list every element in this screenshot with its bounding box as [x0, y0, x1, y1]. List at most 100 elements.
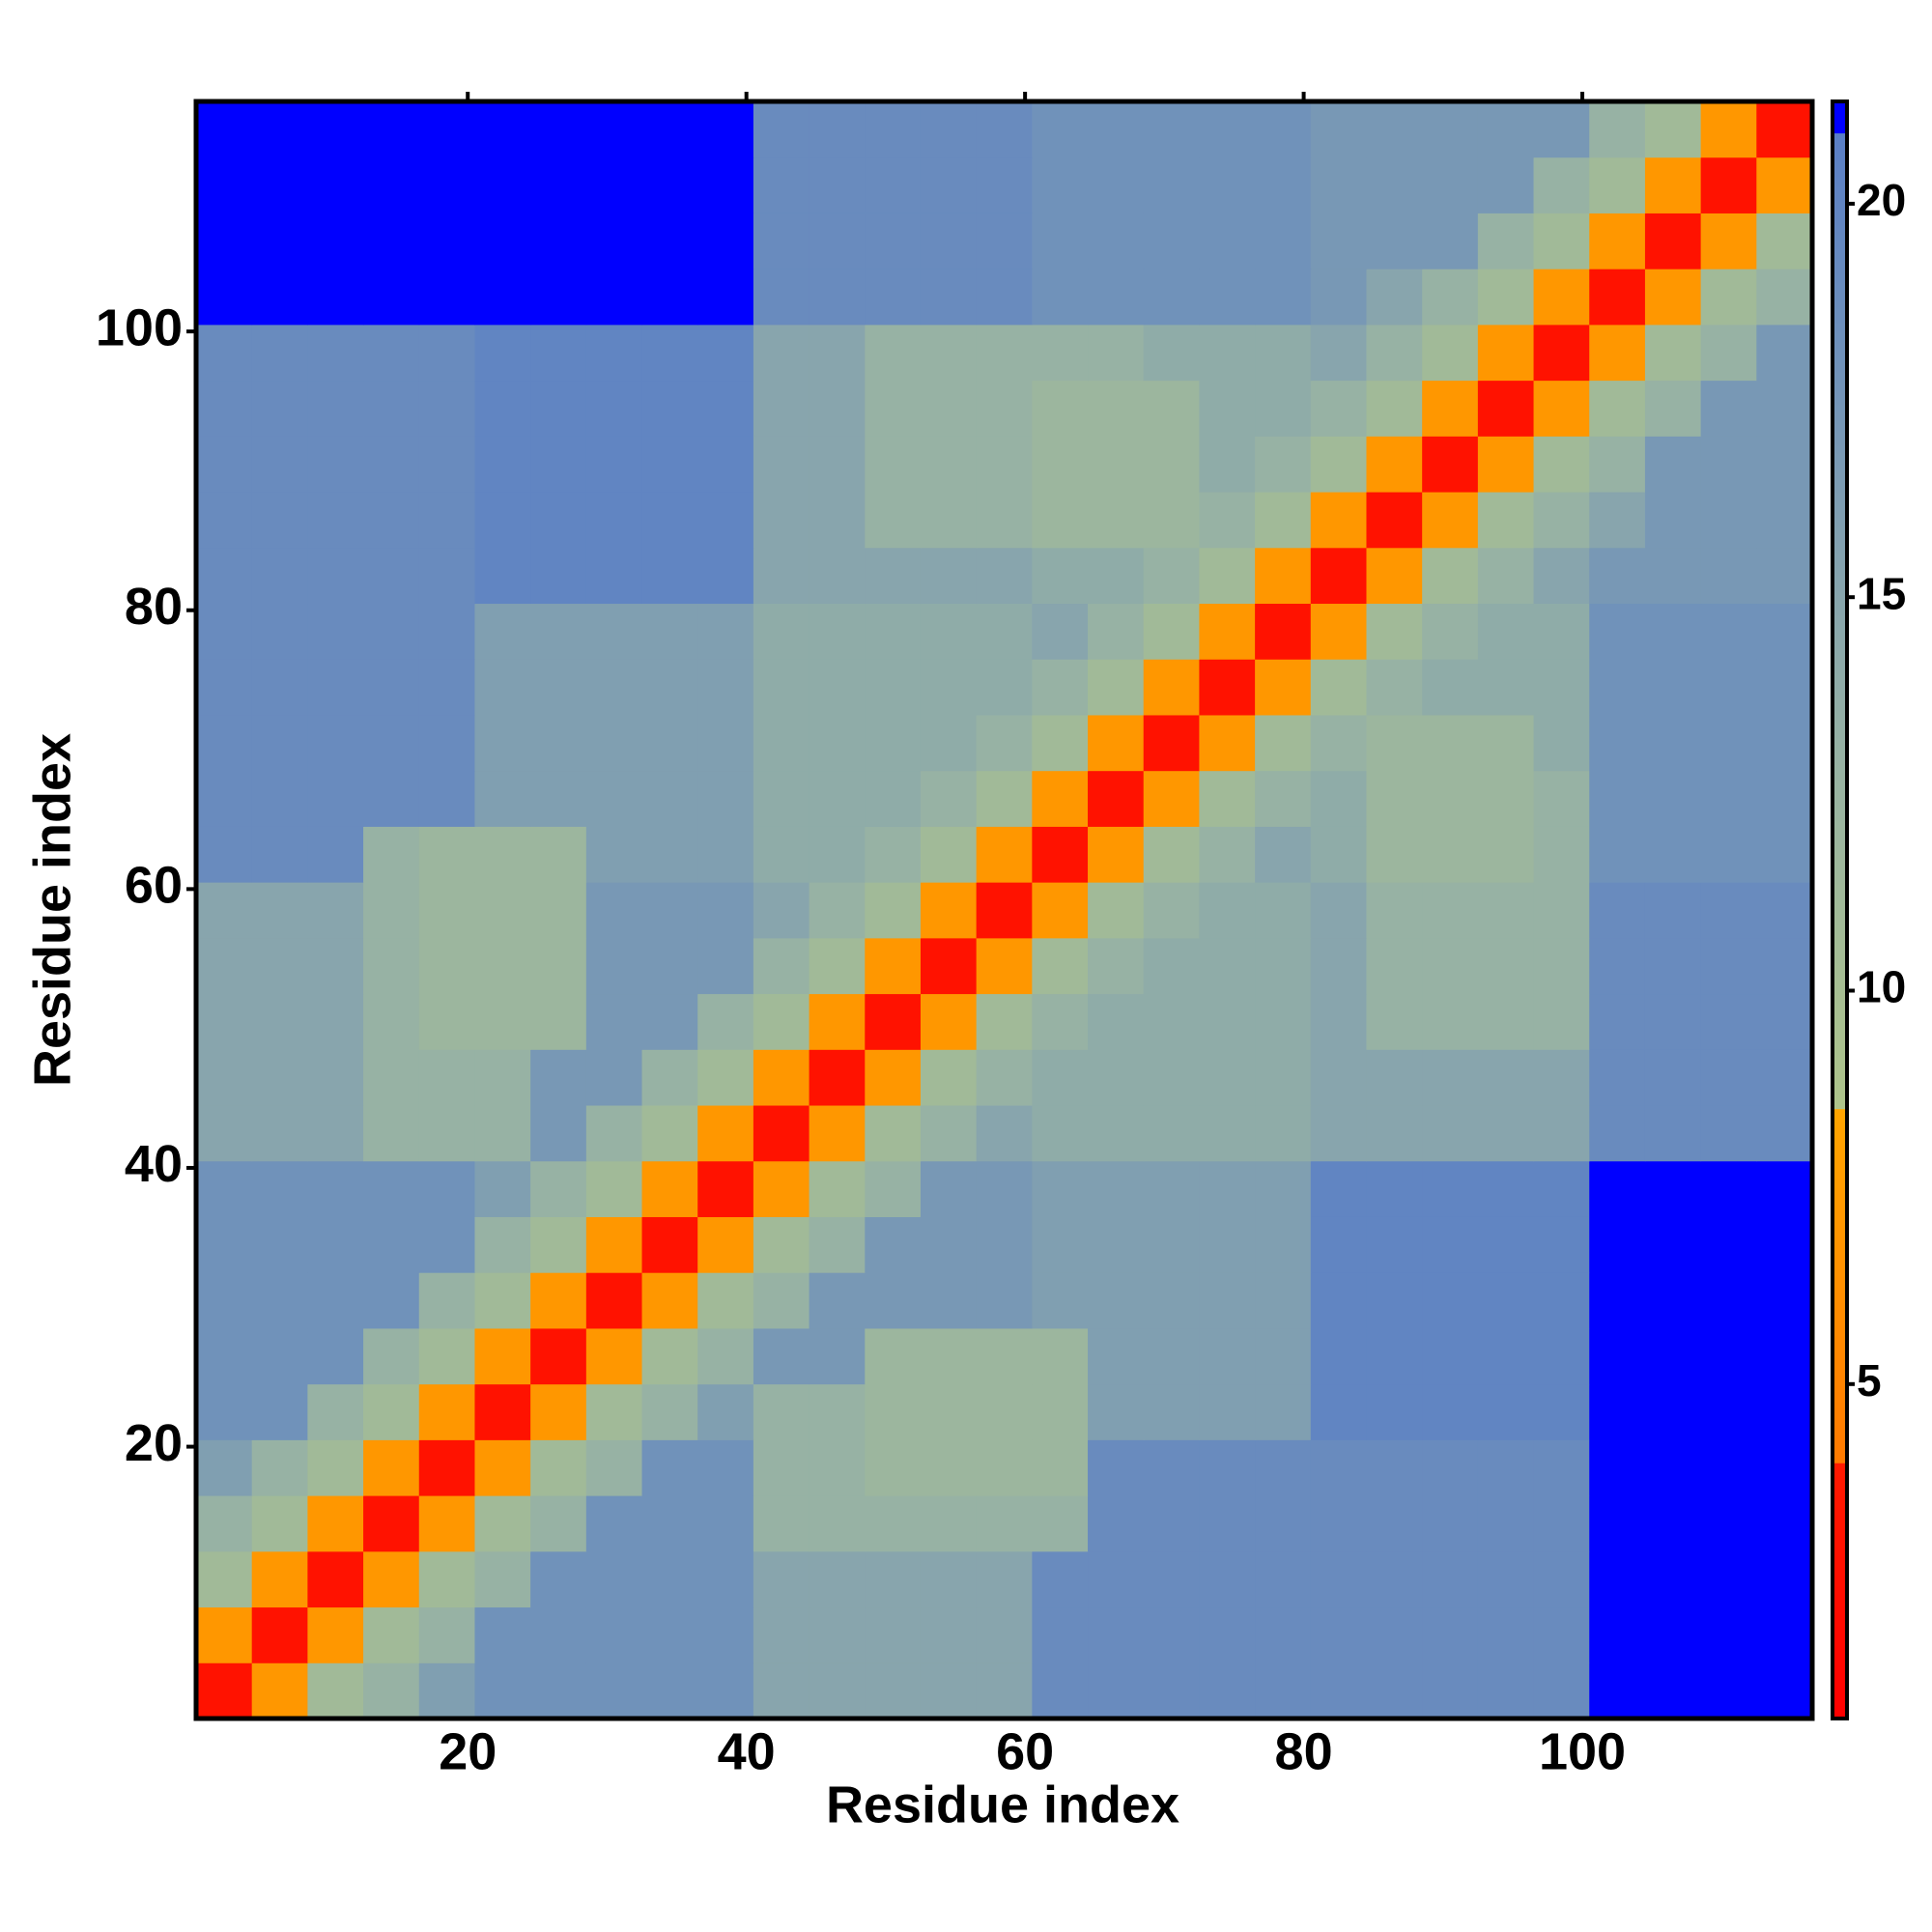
heatmap-cell	[753, 937, 810, 995]
heatmap-cell	[196, 1662, 253, 1719]
heatmap-cell	[1644, 659, 1702, 716]
heatmap-cell	[1366, 213, 1423, 270]
heatmap-cell	[585, 1272, 643, 1329]
heatmap-cell	[1477, 1160, 1535, 1217]
heatmap-cell	[1589, 436, 1646, 493]
heatmap-cell	[1644, 770, 1702, 827]
heatmap-cell	[641, 1550, 698, 1608]
y-axis-title: Residue index	[23, 733, 81, 1087]
heatmap-cell	[1477, 603, 1535, 660]
heatmap-cell	[865, 1160, 922, 1217]
heatmap-cell	[418, 1662, 475, 1719]
y-tick-label: 40	[125, 1135, 183, 1193]
heatmap-cell	[641, 937, 698, 995]
heatmap-cell	[1589, 156, 1646, 213]
heatmap-cell	[1143, 1495, 1200, 1552]
heatmap-cell	[363, 1327, 420, 1385]
heatmap-cell	[809, 882, 866, 939]
heatmap-cell	[753, 603, 810, 660]
heatmap-cell	[1422, 1495, 1479, 1552]
heatmap-cell	[920, 1327, 978, 1385]
heatmap-cell	[976, 156, 1033, 213]
heatmap-cell	[1366, 1439, 1423, 1496]
heatmap-cell	[809, 603, 866, 660]
heatmap-cell	[1088, 547, 1145, 605]
heatmap-cell	[1700, 324, 1757, 382]
heatmap-cell	[1589, 1606, 1646, 1663]
heatmap-cell	[1700, 1550, 1757, 1608]
heatmap-cell	[1199, 993, 1256, 1050]
heatmap-cell	[1477, 156, 1535, 213]
heatmap-cell	[1255, 1216, 1312, 1273]
heatmap-cell	[1032, 993, 1089, 1050]
heatmap-cell	[809, 659, 866, 716]
heatmap-cell	[1143, 213, 1200, 270]
heatmap-cell	[474, 1383, 531, 1440]
heatmap-cell	[1088, 1495, 1145, 1552]
heatmap-cell	[1700, 993, 1757, 1050]
heatmap-cell	[251, 770, 308, 827]
heatmap-cell	[1255, 269, 1312, 326]
heatmap-cell	[1366, 156, 1423, 213]
heatmap-cell	[1589, 770, 1646, 827]
heatmap-cell	[1310, 324, 1367, 382]
heatmap-cell	[585, 101, 643, 158]
heatmap-cell	[976, 1606, 1033, 1663]
heatmap-cell	[920, 1160, 978, 1217]
heatmap-cell	[1366, 937, 1423, 995]
heatmap-cell	[1477, 1105, 1535, 1162]
heatmap-cells	[196, 101, 1813, 1719]
heatmap-cell	[251, 213, 308, 270]
heatmap-cell	[196, 492, 253, 549]
heatmap-cell	[1310, 1327, 1367, 1385]
heatmap-cell	[418, 1550, 475, 1608]
heatmap-cell	[1422, 1662, 1479, 1719]
heatmap-cell	[753, 436, 810, 493]
heatmap-cell	[920, 1606, 978, 1663]
heatmap-cell	[1310, 1439, 1367, 1496]
heatmap-cell	[1477, 213, 1535, 270]
heatmap-cell	[418, 156, 475, 213]
heatmap-cell	[251, 1105, 308, 1162]
heatmap-cell	[1756, 156, 1813, 213]
heatmap-cell	[1143, 380, 1200, 437]
heatmap-cell	[1255, 1662, 1312, 1719]
heatmap-cell	[641, 1105, 698, 1162]
heatmap-cell	[530, 1383, 587, 1440]
heatmap-cell	[1366, 1383, 1423, 1440]
colorbar-segment	[1833, 1463, 1847, 1719]
heatmap-cell	[1088, 770, 1145, 827]
heatmap-cell	[363, 492, 420, 549]
heatmap-cell	[418, 714, 475, 772]
heatmap-cell	[474, 1606, 531, 1663]
heatmap-cell	[697, 826, 754, 883]
heatmap-cell	[1088, 1439, 1145, 1496]
heatmap-cell	[307, 1550, 364, 1608]
heatmap-cell	[697, 269, 754, 326]
heatmap-cell	[1199, 547, 1256, 605]
heatmap-cell	[1199, 1606, 1256, 1663]
heatmap-cell	[809, 826, 866, 883]
heatmap-cell	[585, 1495, 643, 1552]
heatmap-cell	[809, 436, 866, 493]
heatmap-cell	[251, 993, 308, 1050]
heatmap-cell	[251, 659, 308, 716]
heatmap-cell	[1143, 1272, 1200, 1329]
heatmap-cell	[865, 714, 922, 772]
heatmap-cell	[1032, 1495, 1089, 1552]
heatmap-cell	[809, 213, 866, 270]
heatmap-cell	[1032, 659, 1089, 716]
heatmap-cell	[251, 156, 308, 213]
heatmap-cell	[1756, 714, 1813, 772]
colorbar-segment	[1833, 754, 1847, 1110]
heatmap-cell	[585, 1383, 643, 1440]
heatmap-cell	[1756, 324, 1813, 382]
heatmap-cell	[196, 993, 253, 1050]
heatmap-cell	[1310, 1383, 1367, 1440]
heatmap-cell	[865, 659, 922, 716]
heatmap-cell	[1589, 1160, 1646, 1217]
heatmap-cell	[418, 826, 475, 883]
heatmap-cell	[1533, 324, 1590, 382]
heatmap-cell	[641, 659, 698, 716]
heatmap-cell	[641, 993, 698, 1050]
